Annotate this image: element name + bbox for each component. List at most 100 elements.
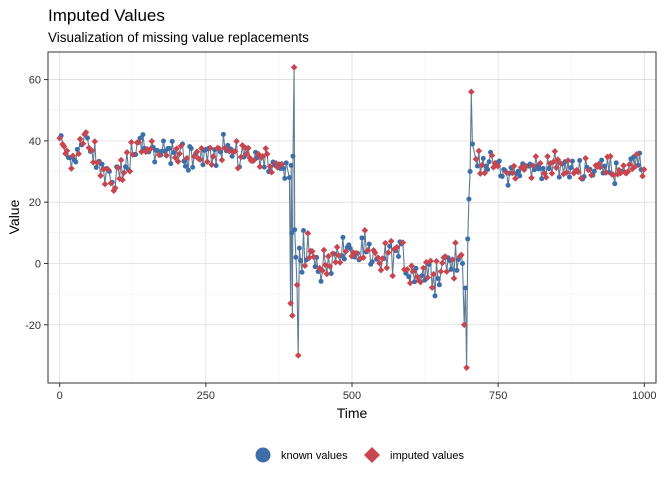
- imputed-value-point: [607, 153, 614, 160]
- known-value-point: [462, 285, 468, 291]
- imputed-value-point: [142, 148, 150, 156]
- imputed-value-point: [88, 147, 96, 154]
- imputed-value-point: [336, 259, 344, 266]
- imputed-value-point: [104, 166, 112, 173]
- known-value-point: [599, 157, 605, 163]
- imputed-value-point: [234, 164, 242, 172]
- known-value-point: [577, 158, 583, 164]
- known-value-point: [480, 155, 486, 161]
- imputed-value-point: [610, 171, 617, 179]
- imputed-value-point: [427, 257, 434, 265]
- known-value-point: [340, 234, 346, 240]
- known-value-point: [454, 267, 460, 273]
- known-value-point: [282, 175, 288, 181]
- imputed-value-point: [475, 147, 483, 155]
- imputed-value-point: [582, 154, 589, 162]
- imputed-value-point: [389, 272, 396, 280]
- imputed-value-point: [443, 268, 451, 275]
- imputed-points-layer: [56, 64, 648, 371]
- known-value-point: [213, 163, 219, 169]
- known-value-point: [318, 278, 324, 284]
- imputed-value-point: [604, 153, 611, 161]
- imputed-value-point: [335, 252, 342, 259]
- imputed-value-point: [509, 169, 516, 177]
- imputed-value-point: [452, 239, 459, 247]
- imputed-value-point: [503, 169, 510, 176]
- imputed-value-point: [110, 187, 118, 194]
- imputed-value-point: [332, 258, 339, 266]
- imputed-value-point: [206, 144, 214, 152]
- imputed-value-point: [360, 254, 367, 261]
- imputed-value-point: [406, 279, 414, 287]
- imputed-value-point: [231, 148, 239, 155]
- imputed-value-point: [460, 321, 468, 329]
- imputed-value-point: [128, 138, 135, 146]
- imputed-value-point: [147, 145, 154, 153]
- imputed-value-point: [163, 152, 170, 159]
- x-tick-label: 750: [489, 390, 507, 402]
- known-value-point: [459, 260, 465, 266]
- imputed-value-point: [522, 162, 529, 170]
- imputed-value-point: [272, 159, 280, 167]
- imputed-value-point: [69, 152, 77, 160]
- known-value-point: [406, 274, 412, 280]
- imputed-value-point: [510, 162, 518, 170]
- known-value-point: [347, 245, 353, 251]
- imputed-value-point: [250, 156, 258, 164]
- imputed-value-point: [481, 169, 489, 177]
- known-value-point: [485, 167, 491, 173]
- imputed-value-point: [370, 247, 377, 254]
- imputed-value-point: [342, 248, 350, 255]
- known-value-point: [556, 174, 562, 180]
- known-value-point: [229, 153, 235, 159]
- imputed-value-point: [374, 254, 382, 261]
- imputed-value-point: [554, 156, 562, 163]
- imputed-value-point: [585, 166, 592, 174]
- imputed-value-point: [319, 267, 326, 274]
- imputed-value-point: [620, 162, 627, 169]
- imputed-value-point: [293, 281, 301, 289]
- imputed-value-point: [528, 174, 535, 182]
- known-value-point: [140, 132, 146, 138]
- imputed-value-point: [352, 249, 360, 257]
- known-value-point: [296, 245, 302, 251]
- imputed-value-point: [221, 144, 229, 152]
- imputed-value-point: [532, 153, 540, 160]
- known-value-point: [182, 163, 188, 169]
- known-value-point: [366, 241, 372, 247]
- imputed-value-point: [371, 249, 379, 257]
- imputed-value-point: [430, 270, 437, 278]
- imputed-value-point: [639, 172, 646, 180]
- known-value-point: [568, 165, 574, 171]
- imputed-value-point: [384, 249, 392, 256]
- imputed-value-point: [68, 165, 75, 172]
- known-value-point: [84, 135, 90, 141]
- imputed-value-point: [177, 142, 185, 150]
- imputed-value-point: [256, 163, 264, 171]
- imputed-value-point: [198, 144, 205, 152]
- imputed-value-point: [409, 268, 417, 275]
- x-tick-label: 0: [57, 390, 63, 402]
- known-value-point: [369, 259, 375, 265]
- imputed-value-point: [512, 175, 519, 182]
- known-value-point: [166, 146, 172, 152]
- known-value-point: [328, 271, 334, 277]
- imputed-value-point: [94, 159, 101, 166]
- imputed-value-point: [75, 150, 82, 158]
- known-value-point: [160, 138, 166, 144]
- imputed-value-point: [237, 153, 245, 161]
- imputed-value-point: [155, 151, 163, 159]
- imputed-value-point: [379, 255, 386, 262]
- chart-subtitle: Visualization of missing value replaceme…: [48, 30, 309, 45]
- y-tick-label: 0: [35, 258, 41, 270]
- imputed-value-point: [408, 262, 415, 270]
- imputed-value-point: [176, 150, 183, 158]
- imputed-value-point: [420, 264, 427, 272]
- legend-imputed-label: imputed values: [390, 450, 464, 462]
- known-value-point: [496, 158, 502, 164]
- known-value-point: [290, 153, 296, 159]
- imputed-value-point: [551, 148, 559, 155]
- imputed-value-point: [441, 253, 449, 260]
- imputed-value-point: [196, 156, 204, 163]
- imputed-value-point: [329, 250, 337, 257]
